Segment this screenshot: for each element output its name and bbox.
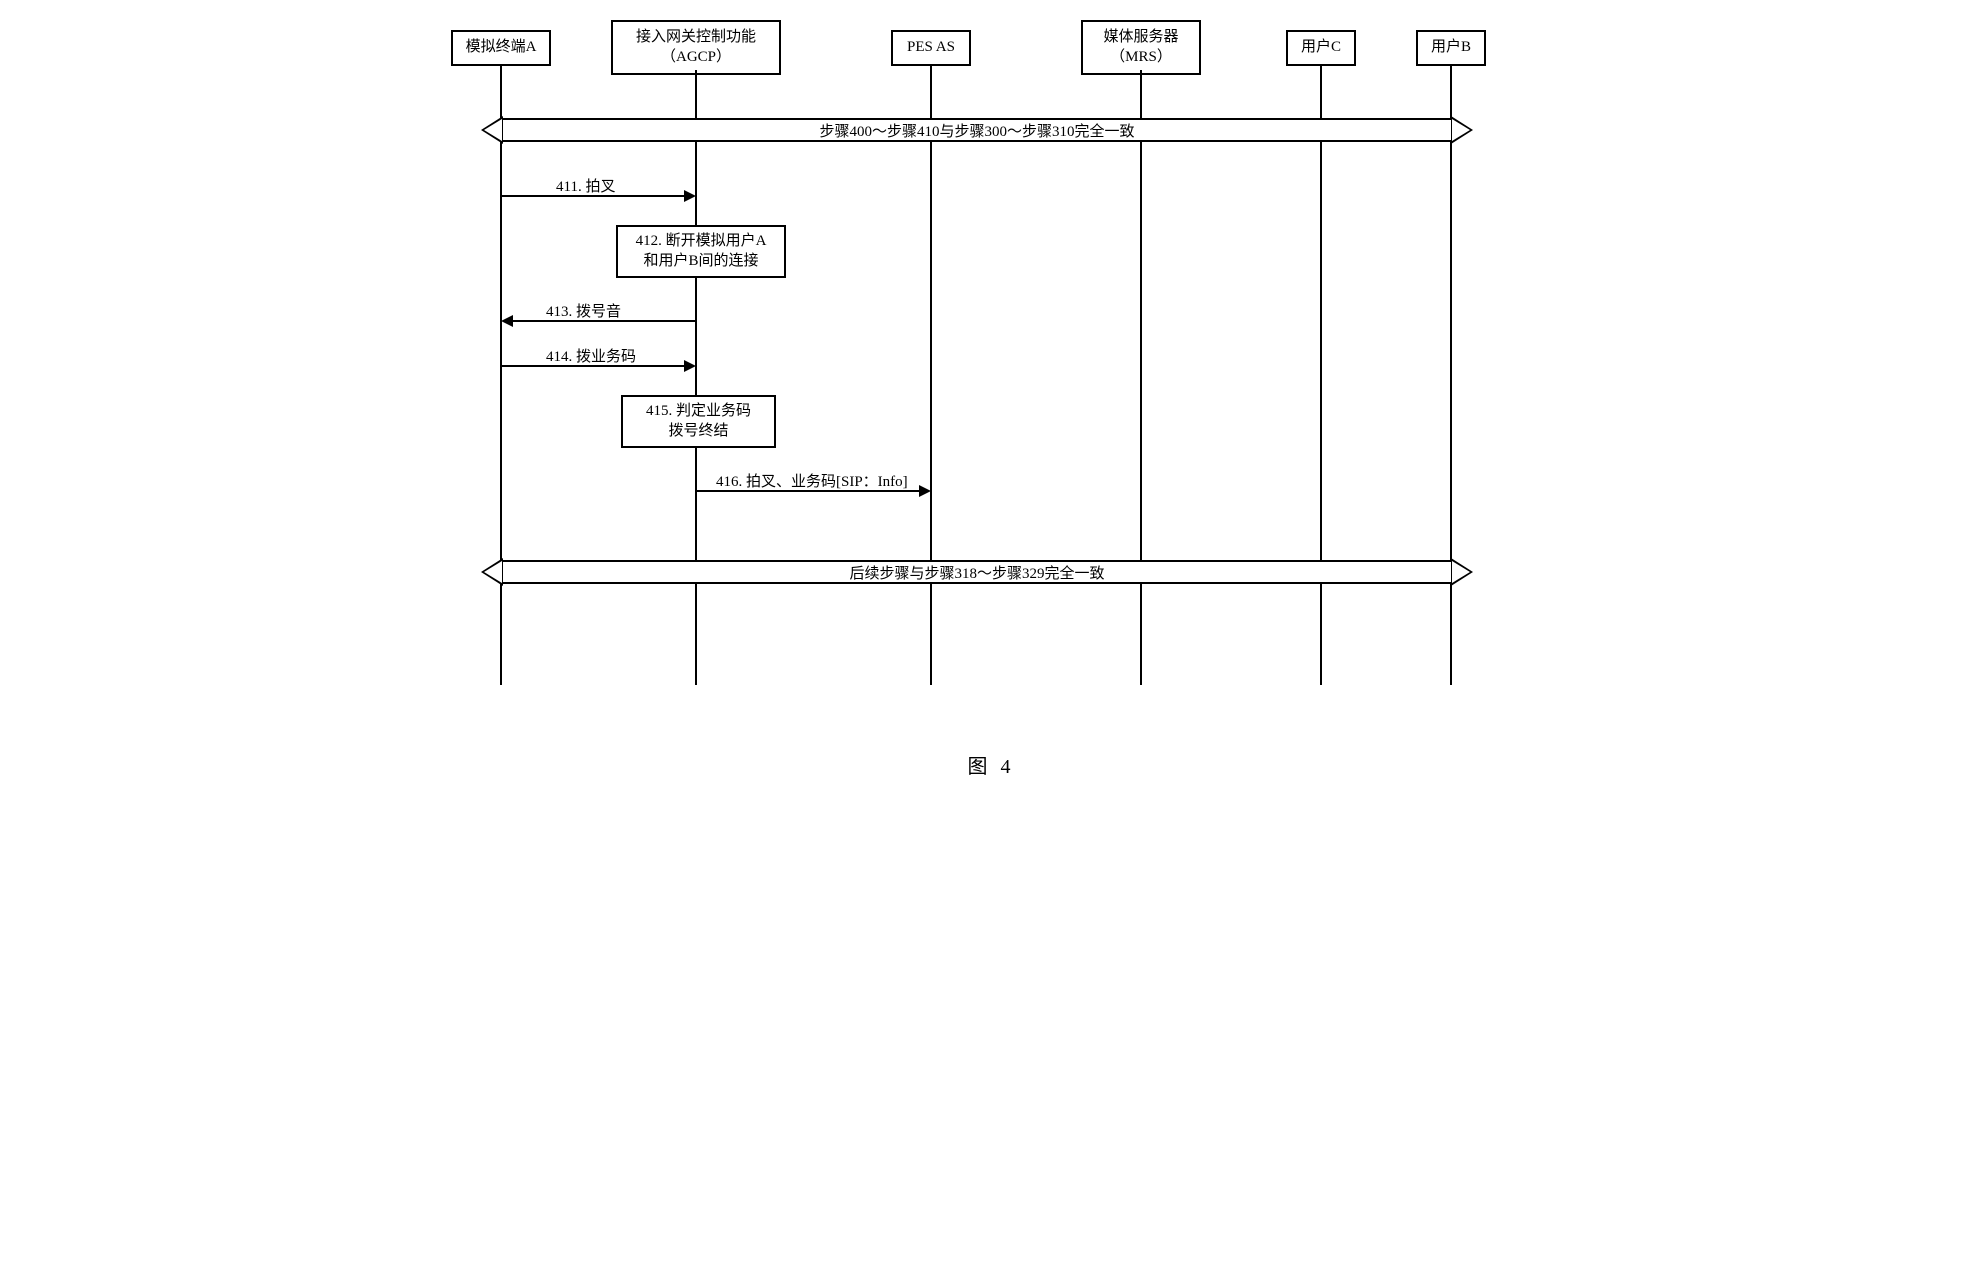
label-mrs-2: （MRS） [1110,49,1172,65]
label-terminal-a: 模拟终端A [466,39,537,55]
participant-pes: PES AS [891,30,971,66]
msg-411-line [501,195,686,197]
figure-label: 图 4 [20,750,1962,779]
msg-416-label: 416. 拍叉、业务码[SIP：Info] [716,470,908,491]
lifeline-pes [930,65,932,685]
label-agcp-1: 接入网关控制功能 [636,29,756,45]
msg-414-head [684,360,696,372]
process-412-l1: 412. 断开模拟用户A [636,233,767,249]
double-arrow-bottom-label: 后续步骤与步骤318～步骤329完全一致 [849,566,1104,582]
double-arrow-bottom-left-head [481,558,503,586]
msg-413-line [513,320,697,322]
sequence-diagram: 模拟终端A 接入网关控制功能 （AGCP） PES AS 媒体服务器 （MRS）… [441,20,1541,740]
msg-416-head [919,485,931,497]
msg-411-head [684,190,696,202]
participant-terminal-a: 模拟终端A [451,30,551,66]
lifeline-c [1320,65,1322,685]
label-user-b: 用户B [1431,39,1471,55]
process-415-l1: 415. 判定业务码 [646,403,751,419]
lifeline-b [1450,65,1452,685]
participant-user-b: 用户B [1416,30,1486,66]
label-agcp-2: （AGCP） [661,49,731,65]
label-user-c: 用户C [1301,39,1341,55]
lifeline-agcp [695,70,697,685]
msg-414-label: 414. 拨业务码 [546,345,636,366]
label-mrs-1: 媒体服务器 [1103,29,1178,45]
msg-411-label: 411. 拍叉 [556,175,615,196]
lifeline-mrs [1140,70,1142,685]
double-arrow-top-right-head [1451,116,1473,144]
double-arrow-top: 步骤400～步骤410与步骤300～步骤310完全一致 [503,118,1451,142]
msg-416-line [697,490,922,492]
participant-agcp: 接入网关控制功能 （AGCP） [611,20,781,75]
participant-user-c: 用户C [1286,30,1356,66]
double-arrow-top-left-head [481,116,503,144]
msg-413-head [501,315,513,327]
participant-mrs: 媒体服务器 （MRS） [1081,20,1201,75]
double-arrow-bottom-right-head [1451,558,1473,586]
msg-414-line [501,365,686,367]
label-pes: PES AS [907,39,955,55]
lifeline-a [500,65,502,685]
msg-413-label: 413. 拨号音 [546,300,621,321]
double-arrow-top-label: 步骤400～步骤410与步骤300～步骤310完全一致 [819,124,1134,140]
process-412-l2: 和用户B间的连接 [643,253,758,269]
process-415: 415. 判定业务码 拨号终结 [621,395,776,448]
process-415-l2: 拨号终结 [668,423,728,439]
double-arrow-bottom: 后续步骤与步骤318～步骤329完全一致 [503,560,1451,584]
process-412: 412. 断开模拟用户A 和用户B间的连接 [616,225,786,278]
